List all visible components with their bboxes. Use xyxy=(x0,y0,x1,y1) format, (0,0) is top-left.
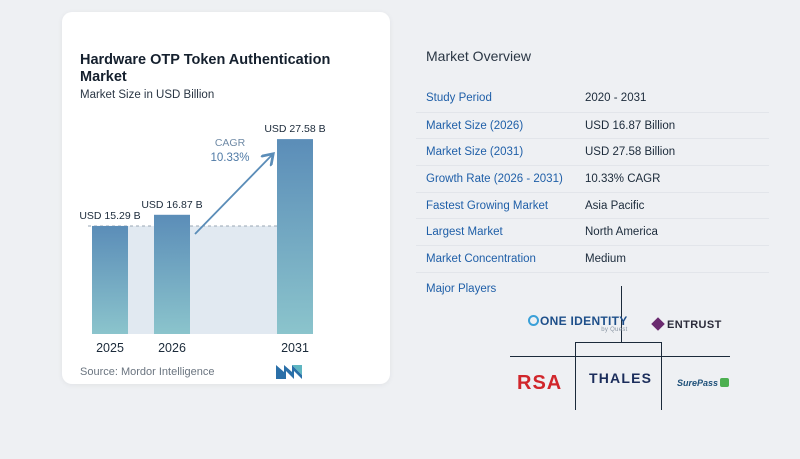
bar-chart: USD 15.29 B 2025 USD 16.87 B 2026 USD 27.58 … xyxy=(79,123,325,355)
overview-row: Fastest Growing Market Asia Pacific xyxy=(416,191,769,219)
overview-value: USD 27.58 Billion xyxy=(585,146,676,159)
overview-row: Study Period 2020 - 2031 xyxy=(416,85,769,112)
data-label-2031: USD 27.58 B xyxy=(264,123,325,135)
grid-divider xyxy=(510,356,730,357)
major-players-title: Major Players xyxy=(426,283,497,295)
overview-label: Growth Rate (2026 - 2031) xyxy=(426,172,563,185)
grid-divider xyxy=(661,342,662,410)
overview-value: North America xyxy=(585,226,658,239)
data-label-2026: USD 16.87 B xyxy=(141,199,202,211)
overview-label: Market Size (2026) xyxy=(426,119,524,132)
overview-row: Largest Market North America xyxy=(416,218,769,245)
overview-value: 10.33% CAGR xyxy=(585,172,661,185)
entrust-text: ENTRUST xyxy=(667,319,722,331)
chart-card: Hardware OTP Token Authentication Market… xyxy=(62,12,390,384)
cagr-value: 10.33% xyxy=(210,152,249,164)
chart-title: Hardware OTP Token Authentication Market xyxy=(80,52,331,85)
cagr-arrow xyxy=(194,155,272,235)
category-label-2031: 2031 xyxy=(281,341,309,355)
overview-value: Medium xyxy=(585,252,626,265)
market-overview-panel: Market Overview Study Period 2020 - 2031 … xyxy=(390,0,800,459)
overview-value: 2020 - 2031 xyxy=(585,92,647,105)
overview-table: Study Period 2020 - 2031 Market Size (202… xyxy=(416,85,769,272)
reference-band xyxy=(92,225,313,334)
overview-row: Growth Rate (2026 - 2031) 10.33% CAGR xyxy=(416,165,769,192)
overview-row: Market Size (2031) USD 27.58 Billion xyxy=(416,138,769,165)
one-identity-sub: by Quest xyxy=(601,327,628,333)
entrust-diamond-icon xyxy=(651,317,665,331)
cagr-label: CAGR xyxy=(215,137,246,149)
surepass-text: SurePass xyxy=(677,378,719,388)
rsa-logo: RSA xyxy=(517,372,563,394)
overview-value: USD 16.87 Billion xyxy=(585,119,676,132)
overview-value: Asia Pacific xyxy=(585,199,645,212)
surepass-logo: SurePass xyxy=(677,378,730,388)
overview-label: Largest Market xyxy=(426,226,503,239)
bar-2025 xyxy=(92,225,128,334)
overview-title: Market Overview xyxy=(426,48,532,64)
bar-2031 xyxy=(277,139,313,334)
grid-divider xyxy=(621,286,622,342)
overview-row: Market Concentration Medium xyxy=(416,245,769,272)
overview-label: Study Period xyxy=(426,92,492,105)
chart-subtitle: Market Size in USD Billion xyxy=(80,89,215,101)
grid-divider xyxy=(575,342,661,343)
one-identity-logo: ONE IDENTITY by Quest xyxy=(528,314,628,333)
grid-divider xyxy=(575,342,576,410)
overview-row: Market Size (2026) USD 16.87 Billion xyxy=(416,111,769,139)
source-note: Source: Mordor Intelligence xyxy=(80,366,215,378)
mordor-logo-icon xyxy=(276,365,302,379)
overview-label: Market Size (2031) xyxy=(426,146,524,159)
one-identity-text: ONE IDENTITY xyxy=(540,314,628,328)
category-label-2025: 2025 xyxy=(96,341,124,355)
overview-label: Market Concentration xyxy=(426,252,536,265)
data-label-2025: USD 15.29 B xyxy=(79,210,140,222)
overview-label: Fastest Growing Market xyxy=(426,199,549,212)
category-label-2026: 2026 xyxy=(158,341,186,355)
bar-2026 xyxy=(154,214,190,334)
thales-logo: THALES xyxy=(589,370,653,386)
divider xyxy=(416,272,769,273)
surepass-check-icon xyxy=(720,378,730,387)
one-identity-ring-icon xyxy=(528,315,539,326)
entrust-logo: ENTRUST xyxy=(651,317,722,331)
